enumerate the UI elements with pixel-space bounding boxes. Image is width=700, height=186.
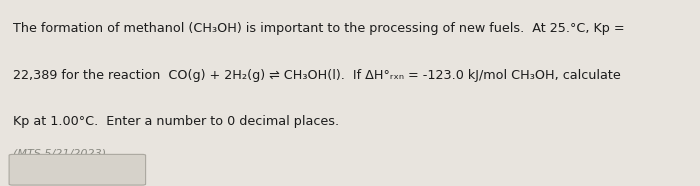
- Text: (MTS 5/21/2023): (MTS 5/21/2023): [13, 149, 106, 159]
- FancyBboxPatch shape: [9, 154, 146, 185]
- Text: The formation of methanol (CH₃OH) is important to the processing of new fuels.  : The formation of methanol (CH₃OH) is imp…: [13, 22, 624, 35]
- Text: Kp at 1.00°C.  Enter a number to 0 decimal places.: Kp at 1.00°C. Enter a number to 0 decima…: [13, 115, 339, 128]
- Text: 22,389 for the reaction  CO(g) + 2H₂(g) ⇌ CH₃OH(l).  If ΔH°ᵣₓₙ = -123.0 kJ/mol C: 22,389 for the reaction CO(g) + 2H₂(g) ⇌…: [13, 69, 620, 82]
